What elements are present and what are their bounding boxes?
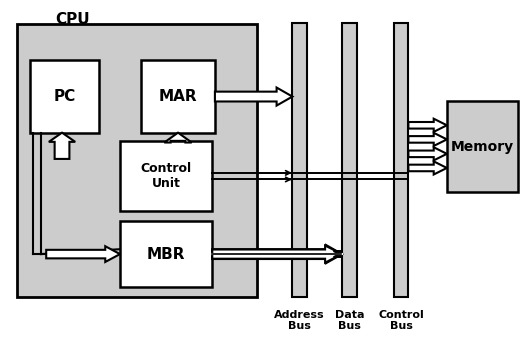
Text: PC: PC: [54, 89, 76, 104]
Polygon shape: [164, 133, 192, 143]
Polygon shape: [409, 147, 447, 160]
Polygon shape: [49, 133, 75, 159]
Text: Control
Bus: Control Bus: [378, 310, 424, 332]
Text: MBR: MBR: [147, 247, 185, 262]
Text: MAR: MAR: [158, 89, 197, 104]
Bar: [447, 101, 518, 192]
Polygon shape: [409, 133, 447, 146]
Text: CPU: CPU: [55, 12, 90, 27]
Bar: [17, 24, 257, 297]
Bar: [120, 141, 213, 211]
Text: Memory: Memory: [451, 140, 514, 154]
Text: Address
Bus: Address Bus: [274, 310, 324, 332]
Bar: [141, 60, 215, 133]
Polygon shape: [46, 246, 120, 262]
Polygon shape: [213, 245, 342, 263]
Text: Data
Bus: Data Bus: [334, 310, 364, 332]
Polygon shape: [215, 88, 293, 105]
Bar: [30, 60, 99, 133]
Bar: [394, 23, 409, 297]
Polygon shape: [409, 119, 447, 132]
Polygon shape: [409, 161, 447, 175]
Bar: [342, 23, 357, 297]
Bar: [292, 23, 307, 297]
Bar: [120, 221, 213, 287]
Text: Control
Unit: Control Unit: [140, 162, 192, 190]
Polygon shape: [213, 246, 342, 263]
